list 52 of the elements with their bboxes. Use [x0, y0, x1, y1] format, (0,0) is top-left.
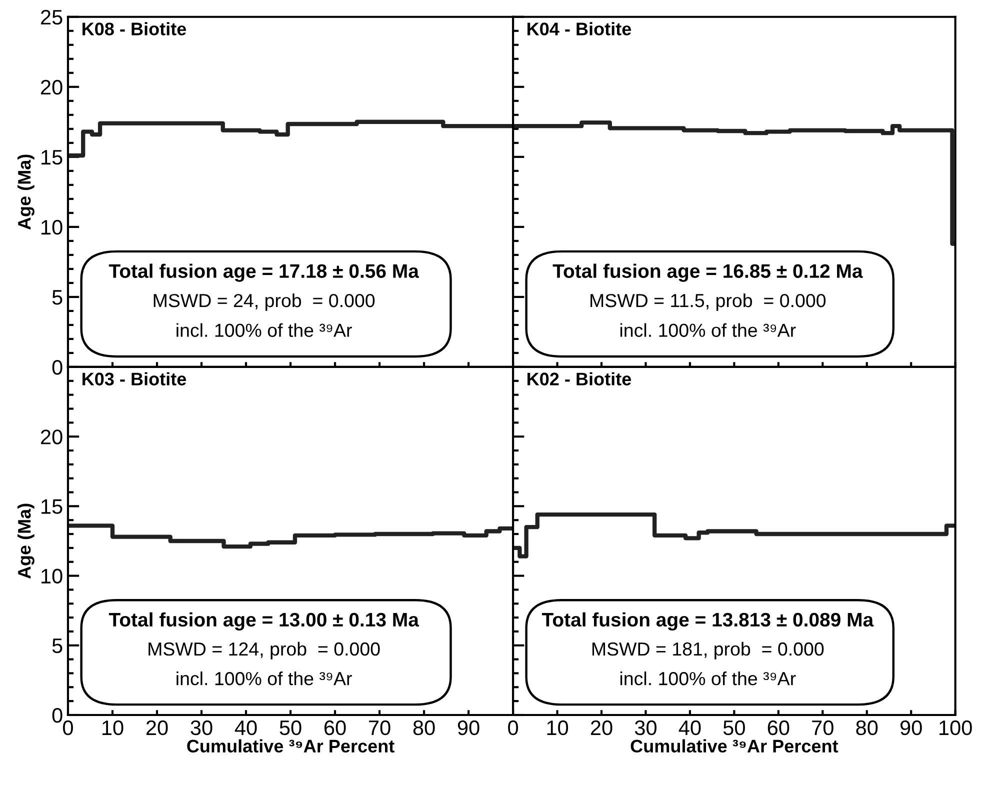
x-tick-label: 0 — [508, 720, 518, 736]
y-tick-label: 20 — [41, 80, 62, 95]
annotation: incl. 100% of the ³⁹Ar — [176, 323, 352, 337]
y-tick-label: 10 — [42, 568, 62, 584]
x-tick-label: 100 — [940, 720, 972, 736]
x-axis-title: Cumulative ³⁹Ar Percent — [630, 739, 838, 753]
x-tick-label: 90 — [900, 720, 922, 736]
annotation: Total fusion age = 13.813 ± 0.089 Ma — [542, 612, 874, 631]
x-tick-label: 30 — [190, 720, 212, 736]
chart-title: K02 - Biotite — [528, 372, 632, 386]
x-tick-label: 20 — [146, 720, 168, 736]
x-tick-label: 30 — [634, 720, 656, 736]
x-tick-label: 10 — [102, 720, 124, 736]
x-tick-label: 60 — [324, 720, 346, 736]
x-tick-label: 20 — [590, 720, 612, 736]
y-axis-title: Age (Ma) — [17, 154, 34, 230]
x-tick-label: 40 — [234, 720, 257, 736]
y-tick-label: 0 — [52, 360, 62, 375]
annotation: MSWD = 181, prob = 0.000 — [592, 642, 824, 660]
annotation: Total fusion age = 13.00 ± 0.13 Ma — [108, 612, 420, 631]
annotation: MSWD = 24, prob = 0.000 — [154, 293, 375, 311]
x-tick-label: 80 — [413, 720, 435, 736]
x-tick-label: 0 — [63, 720, 73, 736]
x-axis-title: Cumulative ³⁹Ar Percent — [187, 739, 394, 753]
chart-title: K04 - Biotite — [528, 22, 632, 36]
x-tick-label: 70 — [812, 720, 834, 736]
y-tick-label: 5 — [52, 290, 62, 305]
x-tick-label: 90 — [458, 720, 480, 736]
x-tick-label: 40 — [678, 720, 701, 736]
x-tick-label: 60 — [768, 720, 790, 736]
y-tick-label: 0 — [52, 708, 62, 723]
annotation: incl. 100% of the ³⁹Ar — [620, 323, 796, 337]
annotation: Total fusion age = 17.18 ± 0.56 Ma — [108, 264, 420, 282]
x-tick-label: 80 — [856, 720, 878, 736]
chart-title: K03 - Biotite — [82, 372, 186, 386]
annotation: Total fusion age = 16.85 ± 0.12 Ma — [552, 264, 863, 282]
y-tick-label: 10 — [42, 220, 62, 235]
y-tick-label: 25 — [41, 10, 62, 25]
annotation: MSWD = 124, prob = 0.000 — [148, 642, 380, 660]
x-tick-label: 70 — [369, 720, 390, 736]
annotation: incl. 100% of the ³⁹Ar — [176, 671, 352, 686]
x-tick-label: 50 — [280, 720, 302, 736]
y-tick-label: 15 — [42, 150, 62, 165]
y-tick-label: 20 — [41, 430, 62, 444]
annotation: incl. 100% of the ³⁹Ar — [620, 671, 796, 686]
y-tick-label: 5 — [52, 638, 62, 654]
chart-title: K08 - Biotite — [82, 22, 186, 36]
x-tick-label: 10 — [547, 720, 568, 736]
x-tick-label: 50 — [723, 720, 745, 736]
y-axis-title: Age (Ma) — [17, 504, 34, 579]
y-tick-label: 15 — [42, 499, 62, 514]
annotation: MSWD = 11.5, prob = 0.000 — [590, 293, 826, 311]
